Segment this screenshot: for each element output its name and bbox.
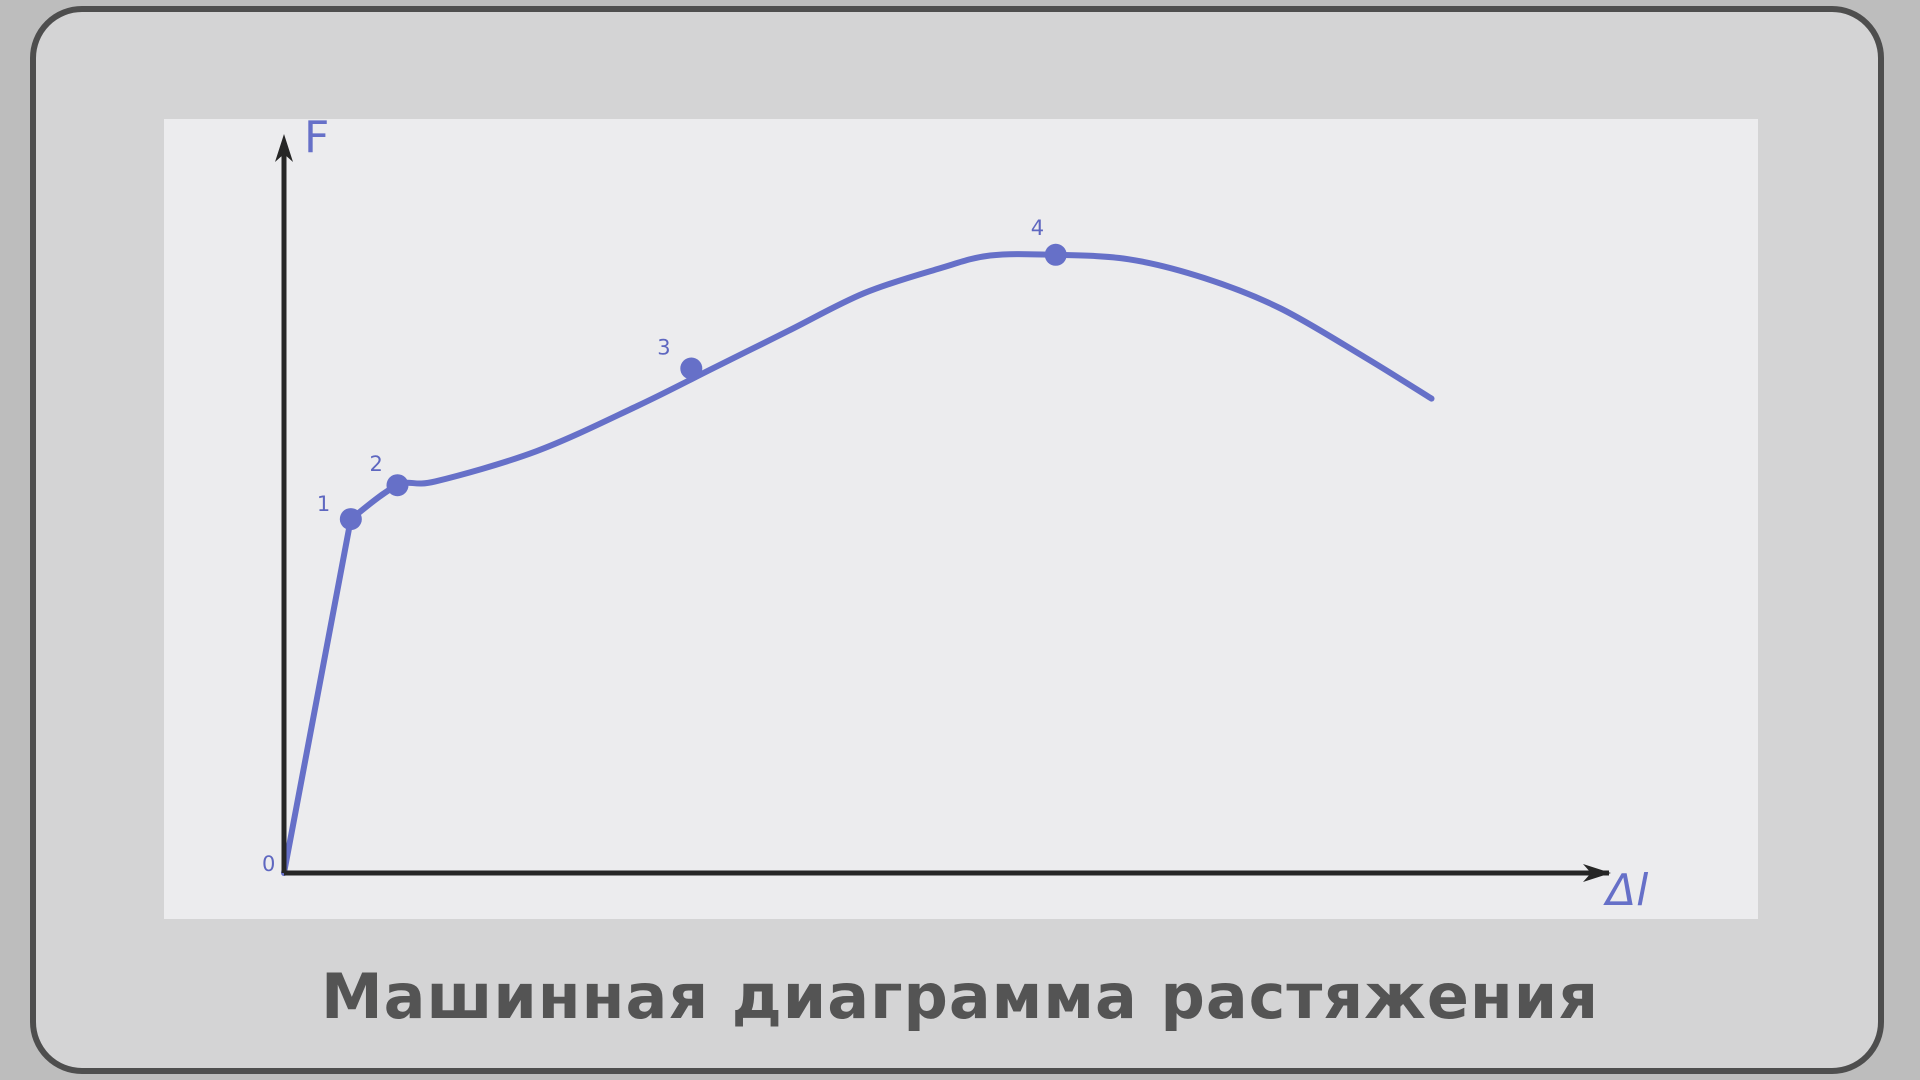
curve-point-2 xyxy=(386,474,409,497)
curve-point-1 xyxy=(339,508,362,531)
curve-point-label-2: 2 xyxy=(369,452,382,476)
diagram-caption: Машинная диаграмма растяжения xyxy=(320,960,1600,1033)
curve-point-3 xyxy=(680,357,703,380)
points-layer: 1 2 3 4 xyxy=(317,216,1067,531)
y-axis-label: F xyxy=(304,112,329,163)
tension-curve xyxy=(281,251,1435,876)
curve-point-label-1: 1 xyxy=(317,492,330,516)
curve-point-4 xyxy=(1044,243,1067,266)
y-axis-arrowhead xyxy=(275,134,293,162)
plot-panel xyxy=(164,119,1758,919)
curve-layer xyxy=(281,251,1435,876)
origin-label: 0 xyxy=(262,852,275,876)
x-axis-arrowhead xyxy=(1583,864,1611,882)
curve-point-label-3: 3 xyxy=(657,335,670,359)
axes-layer xyxy=(275,134,1611,882)
x-axis-label: Δl xyxy=(1603,865,1649,916)
curve-point-label-4: 4 xyxy=(1031,216,1044,240)
